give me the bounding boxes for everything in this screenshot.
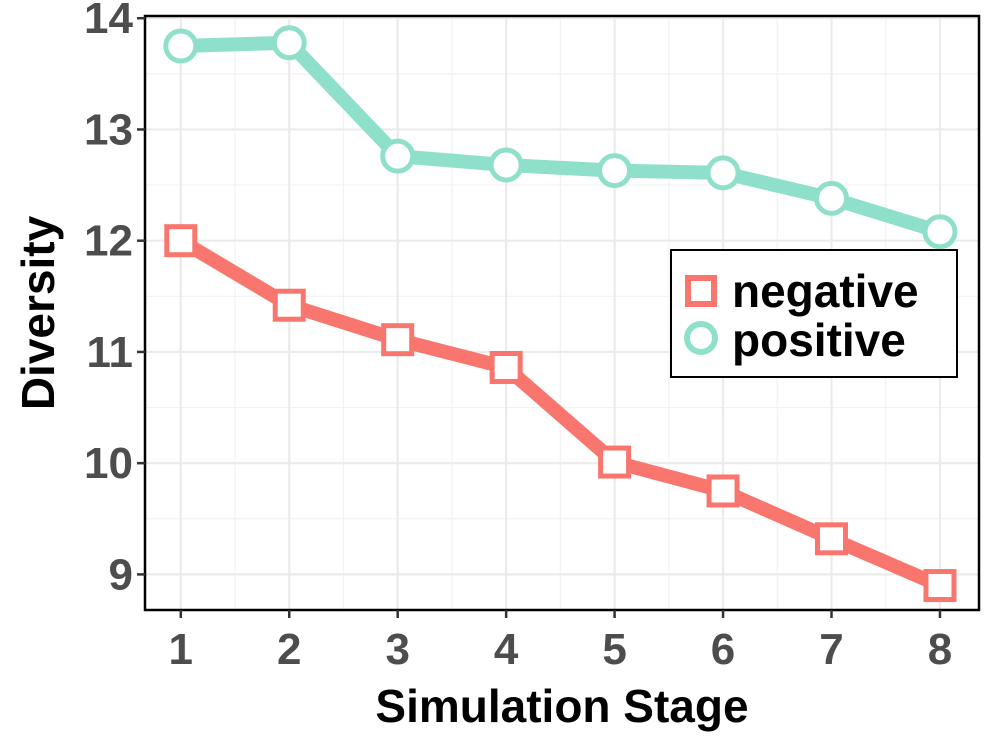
- y-tick-label: 14: [84, 0, 133, 43]
- series-layer: [163, 25, 958, 603]
- y-tick-label: 13: [84, 105, 133, 154]
- point-positive-5: [597, 153, 633, 189]
- point-negative-3: [381, 323, 415, 357]
- legend-key-positive-circle-icon: [684, 321, 718, 355]
- series-line-positive: [173, 35, 947, 239]
- x-axis-title: Simulation Stage: [375, 680, 748, 732]
- legend-key-negative-square-icon: [685, 275, 717, 307]
- x-tick-label: 8: [928, 625, 952, 674]
- x-axis-ticks: 1 2 3 4 5 6 7 8: [169, 610, 952, 674]
- point-negative-5: [598, 445, 632, 479]
- y-tick-label: 11: [86, 328, 133, 377]
- x-tick-label: 3: [385, 625, 409, 674]
- x-tick-label: 4: [494, 625, 519, 674]
- point-positive-4: [488, 147, 524, 183]
- x-tick-label: 6: [711, 625, 735, 674]
- x-tick-label: 1: [169, 625, 193, 674]
- panel-border: [143, 14, 981, 612]
- point-negative-1: [164, 224, 198, 258]
- point-negative-2: [272, 288, 306, 322]
- point-negative-6: [706, 474, 740, 508]
- series-negative: [164, 224, 957, 603]
- legend-label-negative: negative: [732, 265, 919, 317]
- x-tick-label: 7: [819, 625, 843, 674]
- y-tick-label: 9: [109, 550, 133, 599]
- x-tick-label: 2: [277, 625, 301, 674]
- series-line-negative: [173, 233, 947, 593]
- point-positive-3: [380, 138, 416, 174]
- point-positive-7: [814, 180, 850, 216]
- point-negative-7: [815, 522, 849, 556]
- point-positive-8: [922, 214, 958, 250]
- series-positive: [163, 25, 958, 250]
- legend-label-positive: positive: [732, 314, 906, 366]
- point-positive-2: [271, 25, 307, 61]
- y-tick-label: 12: [84, 217, 133, 266]
- y-axis-ticks: 9 10 11 12 13 14: [84, 0, 145, 599]
- x-tick-label: 5: [602, 625, 626, 674]
- legend-box: [670, 249, 958, 378]
- point-positive-1: [163, 28, 199, 64]
- y-axis-title: Diversity: [12, 215, 64, 410]
- point-negative-4: [489, 351, 523, 385]
- y-tick-label: 10: [84, 439, 133, 488]
- point-positive-6: [705, 155, 741, 191]
- legend: negative positive: [670, 249, 958, 378]
- point-negative-8: [923, 569, 957, 603]
